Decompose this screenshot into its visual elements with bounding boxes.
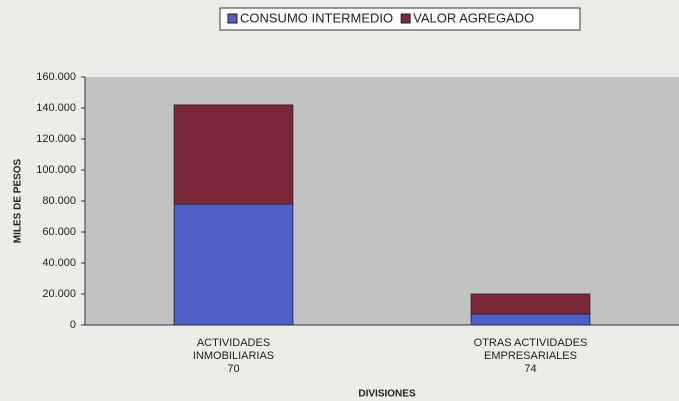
y-tick-label: 60.000 [42,226,76,238]
legend-swatch [400,13,411,24]
y-tick-label: 100.000 [36,164,76,176]
x-tick-label: ACTIVIDADES [197,337,270,349]
y-tick-label: 140.000 [36,102,76,114]
bar-segment [470,313,591,326]
legend-label: VALOR AGREGADO [413,10,534,25]
legend-label: CONSUMO INTERMEDIO [240,10,393,25]
legend-box [219,7,581,31]
x-tick-label: EMPRESARIALES [484,350,577,362]
y-tick-label: 80.000 [42,195,76,207]
bar-segment [173,203,294,326]
y-tick-label: 160.000 [36,71,76,83]
x-tick-label: INMOBILIARIAS [193,350,274,362]
y-tick-label: 120.000 [36,133,76,145]
x-tick-label: 74 [524,363,536,375]
x-tick-label: OTRAS ACTIVIDADES [474,337,588,349]
x-axis-label: DIVISIONES [358,389,416,400]
y-tick-label: 20.000 [42,288,76,300]
bar-segment [470,293,591,315]
y-axis-label: MILES DE PESOS [13,158,24,243]
bar-segment [173,104,294,205]
x-tick-label: 70 [227,363,239,375]
y-tick-label: 40.000 [42,257,76,269]
y-tick-label: 0 [70,319,76,331]
legend-swatch [227,13,238,24]
